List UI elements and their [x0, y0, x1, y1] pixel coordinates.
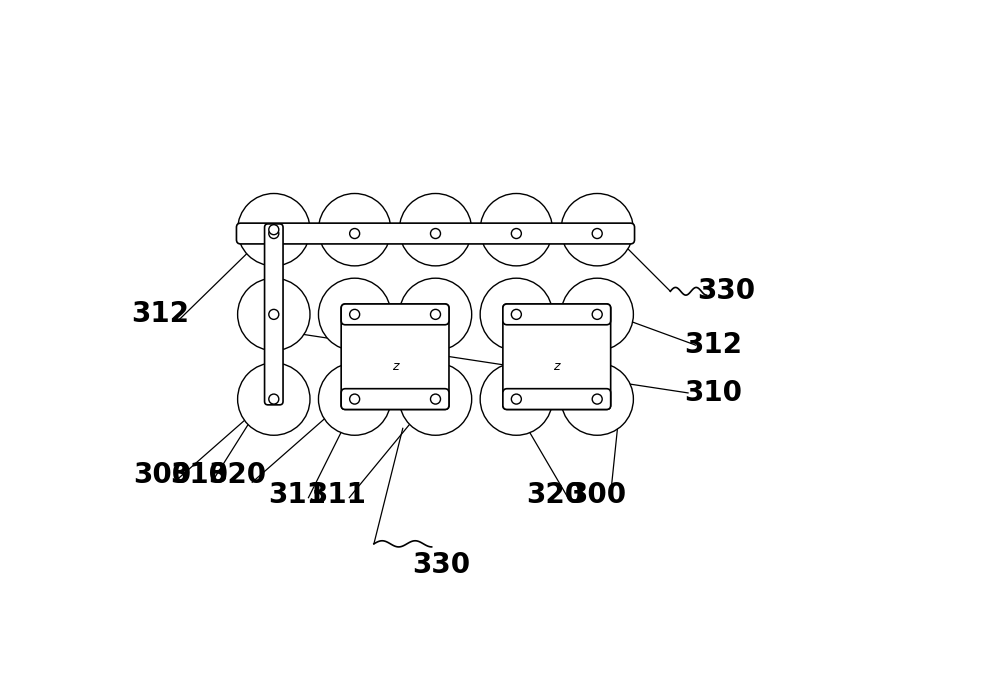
- Circle shape: [238, 194, 310, 266]
- Text: 311: 311: [308, 481, 366, 509]
- Text: 312: 312: [131, 300, 189, 328]
- Circle shape: [318, 363, 391, 435]
- Circle shape: [350, 310, 360, 319]
- Text: 320: 320: [526, 481, 584, 509]
- Circle shape: [318, 194, 391, 266]
- Text: 330: 330: [413, 550, 471, 578]
- Circle shape: [480, 278, 553, 351]
- Circle shape: [480, 363, 553, 435]
- Circle shape: [430, 394, 441, 404]
- FancyBboxPatch shape: [503, 304, 611, 409]
- Circle shape: [430, 228, 441, 239]
- Text: z: z: [392, 360, 398, 373]
- Circle shape: [592, 310, 602, 319]
- Text: 330: 330: [697, 278, 756, 306]
- Circle shape: [238, 363, 310, 435]
- FancyBboxPatch shape: [236, 223, 635, 244]
- Circle shape: [399, 363, 472, 435]
- Circle shape: [399, 194, 472, 266]
- Circle shape: [350, 394, 360, 404]
- Circle shape: [511, 394, 521, 404]
- Text: 320: 320: [208, 460, 266, 488]
- Circle shape: [238, 278, 310, 351]
- Circle shape: [350, 228, 360, 239]
- Circle shape: [561, 194, 633, 266]
- Circle shape: [269, 394, 279, 404]
- FancyBboxPatch shape: [503, 304, 611, 325]
- Text: 300: 300: [568, 481, 626, 509]
- Circle shape: [269, 228, 279, 239]
- FancyBboxPatch shape: [341, 304, 449, 409]
- Circle shape: [561, 278, 633, 351]
- FancyBboxPatch shape: [503, 389, 611, 409]
- Text: 300: 300: [133, 460, 191, 488]
- Circle shape: [480, 194, 553, 266]
- Text: 312: 312: [684, 331, 742, 359]
- Circle shape: [269, 310, 279, 319]
- Text: 310: 310: [170, 460, 228, 488]
- Text: 310: 310: [684, 379, 742, 407]
- Circle shape: [511, 310, 521, 319]
- FancyBboxPatch shape: [341, 304, 449, 325]
- Text: 311: 311: [268, 481, 326, 509]
- Circle shape: [430, 310, 441, 319]
- Circle shape: [318, 278, 391, 351]
- Circle shape: [399, 278, 472, 351]
- Circle shape: [269, 224, 279, 235]
- FancyBboxPatch shape: [341, 389, 449, 409]
- FancyBboxPatch shape: [265, 224, 283, 405]
- Circle shape: [592, 394, 602, 404]
- Text: z: z: [554, 360, 560, 373]
- Circle shape: [561, 363, 633, 435]
- Circle shape: [511, 228, 521, 239]
- Circle shape: [592, 228, 602, 239]
